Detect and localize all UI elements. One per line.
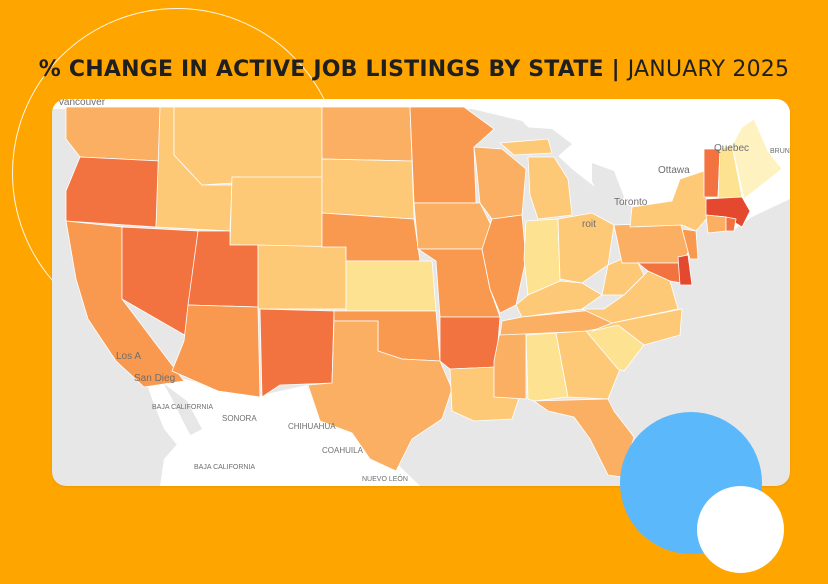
state-vermont[interactable] bbox=[703, 148, 721, 198]
state-texas[interactable] bbox=[307, 320, 453, 472]
states-group bbox=[65, 106, 783, 478]
state-south-dakota[interactable] bbox=[321, 158, 415, 220]
label-brunswick: BRUN bbox=[770, 148, 790, 155]
state-maine[interactable] bbox=[731, 118, 783, 200]
map-card[interactable]: Vancouver Quebec Ottawa Toronto roit BRU… bbox=[52, 99, 790, 486]
label-toronto: Toronto bbox=[614, 197, 648, 208]
state-connecticut[interactable] bbox=[705, 214, 727, 234]
mexico-land bbox=[144, 369, 420, 486]
state-wyoming[interactable] bbox=[229, 176, 323, 248]
decorative-white-circle bbox=[697, 486, 784, 573]
us-state-map[interactable]: Vancouver Quebec Ottawa Toronto roit BRU… bbox=[52, 99, 790, 486]
state-alabama[interactable] bbox=[525, 332, 569, 402]
state-illinois[interactable] bbox=[481, 214, 527, 314]
state-georgia[interactable] bbox=[555, 330, 621, 400]
state-new-jersey[interactable] bbox=[681, 228, 699, 260]
state-oregon[interactable] bbox=[65, 156, 161, 228]
state-kansas[interactable] bbox=[345, 260, 437, 312]
state-arkansas[interactable] bbox=[439, 316, 501, 370]
state-rhode-island[interactable] bbox=[725, 216, 737, 232]
baja-peninsula bbox=[142, 369, 227, 486]
state-colorado[interactable] bbox=[257, 244, 347, 310]
label-ottawa: Ottawa bbox=[658, 165, 690, 176]
state-iowa[interactable] bbox=[413, 202, 493, 250]
label-sonora: SONORA bbox=[222, 414, 257, 423]
label-baja-california: BAJA CALIFORNIA bbox=[152, 404, 213, 411]
title-separator: | bbox=[603, 57, 628, 82]
label-detroit: roit bbox=[582, 219, 596, 230]
state-michigan[interactable] bbox=[499, 138, 573, 220]
state-mississippi[interactable] bbox=[493, 330, 527, 400]
state-washington[interactable] bbox=[65, 106, 161, 162]
canada-land bbox=[52, 99, 790, 231]
label-vancouver: Vancouver bbox=[58, 99, 106, 108]
page-title: % CHANGE IN ACTIVE JOB LISTINGS BY STATE… bbox=[0, 57, 828, 82]
state-florida[interactable] bbox=[532, 398, 635, 478]
label-baja-california-sur: BAJA CALIFORNIA bbox=[194, 464, 255, 471]
state-montana[interactable] bbox=[173, 106, 323, 186]
label-quebec: Quebec bbox=[714, 143, 749, 154]
label-los-angeles: Los A bbox=[116, 351, 141, 362]
label-san-diego: San Dieg bbox=[134, 373, 175, 384]
label-chihuahua: CHIHUAHUA bbox=[288, 422, 336, 431]
label-coahuila: COAHUILA bbox=[322, 446, 364, 455]
label-nuevo-leon: NUEVO LEÓN bbox=[362, 474, 408, 483]
lake-huron bbox=[592, 163, 624, 217]
title-main: % CHANGE IN ACTIVE JOB LISTINGS BY STATE bbox=[38, 57, 604, 82]
state-delaware[interactable] bbox=[677, 254, 693, 286]
title-date: JANUARY 2025 bbox=[627, 57, 790, 82]
state-north-dakota[interactable] bbox=[321, 106, 413, 162]
